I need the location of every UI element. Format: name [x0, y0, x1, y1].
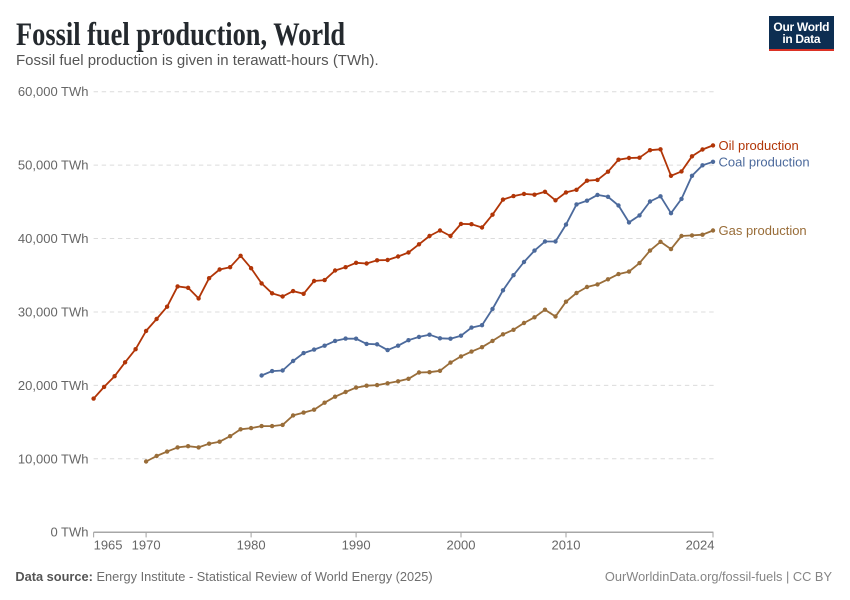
svg-text:Gas production: Gas production	[719, 223, 807, 238]
svg-text:Oil production: Oil production	[719, 138, 799, 153]
svg-text:1990: 1990	[342, 538, 371, 553]
svg-text:2024: 2024	[686, 538, 715, 553]
svg-text:2010: 2010	[552, 538, 581, 553]
svg-text:1965: 1965	[94, 538, 123, 553]
svg-text:Coal production: Coal production	[719, 154, 810, 169]
svg-text:2000: 2000	[447, 538, 476, 553]
svg-text:0 TWh: 0 TWh	[50, 525, 88, 540]
svg-text:40,000 TWh: 40,000 TWh	[18, 231, 89, 246]
svg-text:1980: 1980	[237, 538, 266, 553]
svg-text:50,000 TWh: 50,000 TWh	[18, 158, 89, 173]
svg-text:60,000 TWh: 60,000 TWh	[18, 84, 89, 99]
svg-text:10,000 TWh: 10,000 TWh	[18, 451, 89, 466]
svg-text:20,000 TWh: 20,000 TWh	[18, 378, 89, 393]
svg-text:1970: 1970	[132, 538, 161, 553]
svg-text:30,000 TWh: 30,000 TWh	[18, 305, 89, 320]
